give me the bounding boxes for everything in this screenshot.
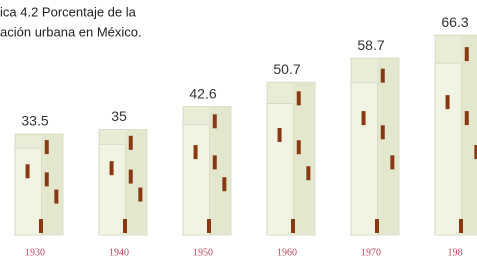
window <box>213 114 217 128</box>
window <box>194 145 198 159</box>
building-side <box>41 134 63 235</box>
window <box>459 219 463 233</box>
chart: ica 4.2 Porcentaje de la ación urbana en… <box>0 0 477 263</box>
value-label: 42.6 <box>189 85 216 101</box>
window <box>123 219 127 233</box>
building-front <box>183 125 209 235</box>
window <box>306 166 310 180</box>
value-label: 35 <box>111 108 127 124</box>
window <box>291 219 295 233</box>
window <box>129 170 133 184</box>
window <box>465 47 469 61</box>
x-tick-label: 1960 <box>277 247 297 258</box>
building-side <box>209 107 231 235</box>
window <box>375 219 379 233</box>
value-label: 33.5 <box>21 113 48 129</box>
building-front <box>99 144 125 235</box>
window <box>446 95 450 109</box>
building-front <box>435 63 461 235</box>
window <box>39 219 43 233</box>
building-front <box>15 148 41 235</box>
building-side <box>125 130 147 236</box>
window <box>54 190 58 204</box>
window <box>45 140 49 154</box>
window <box>138 188 142 202</box>
x-tick-label: 1930 <box>25 247 45 258</box>
window <box>297 140 301 154</box>
window <box>45 172 49 186</box>
building-front <box>267 104 293 235</box>
window <box>390 155 394 169</box>
x-tick-label: 1970 <box>361 247 381 258</box>
x-tick-label: 1940 <box>109 247 129 258</box>
building-front <box>351 83 377 235</box>
x-tick-label: 1950 <box>193 247 213 258</box>
window <box>297 91 301 105</box>
window <box>278 128 282 142</box>
value-label: 50.7 <box>273 61 300 77</box>
window <box>207 219 211 233</box>
building-side <box>377 58 399 235</box>
chart-title: ación urbana en México. <box>0 24 142 39</box>
building-side <box>461 35 477 235</box>
window <box>26 164 30 178</box>
window <box>110 161 114 175</box>
value-label: 58.7 <box>357 37 384 53</box>
building-side <box>293 82 315 235</box>
x-tick-label: 198 <box>448 247 463 258</box>
window <box>381 69 385 83</box>
window <box>222 177 226 191</box>
chart-title: ica 4.2 Porcentaje de la <box>0 4 137 19</box>
value-label: 66.3 <box>441 14 468 30</box>
window <box>465 111 469 125</box>
window <box>129 136 133 150</box>
window <box>213 155 217 169</box>
window <box>381 125 385 139</box>
window <box>362 111 366 125</box>
